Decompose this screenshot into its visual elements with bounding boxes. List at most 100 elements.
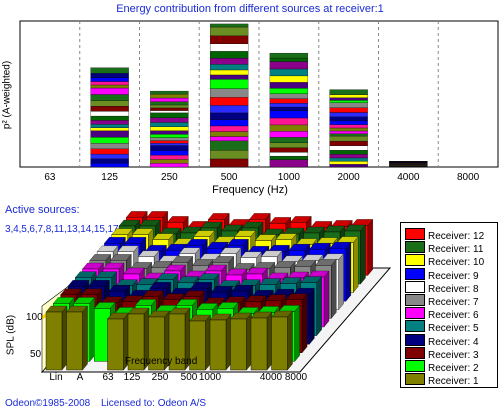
legend-swatch — [405, 254, 425, 267]
top-tick-63: 63 — [44, 172, 56, 183]
top-bar-segment — [269, 52, 309, 59]
legend-label: Receiver: 10 — [428, 257, 485, 269]
legend-item: Receiver: 7 — [405, 294, 479, 308]
top-bar-segment — [209, 23, 249, 28]
top-tick-500: 500 — [220, 172, 238, 183]
legend-item: Receiver: 2 — [405, 360, 479, 374]
top-bar-segment — [150, 90, 189, 95]
top-bar-segment — [329, 89, 368, 95]
spl-y-tick-50: 50 — [30, 349, 42, 360]
legend-label: Receiver: 8 — [428, 283, 479, 295]
legend-swatch — [405, 333, 425, 346]
legend-swatch — [405, 241, 425, 254]
spl-tick-63: 63 — [102, 372, 114, 383]
top-chart-x-axis-label: Frequency (Hz) — [212, 184, 288, 196]
spl-bar-side — [367, 218, 373, 276]
legend-item: Receiver: 11 — [405, 241, 484, 256]
legend-item: Receiver: 5 — [405, 320, 479, 335]
legend-item: Receiver: 1 — [405, 373, 479, 388]
spl-tick-1000: 1000 — [198, 372, 222, 383]
chart-title: Energy contribution from different sourc… — [116, 3, 384, 15]
top-tick-1000: 1000 — [277, 172, 300, 183]
legend-swatch — [405, 373, 425, 386]
spl-tick-a: A — [76, 372, 84, 383]
legend-swatch — [405, 307, 425, 320]
legend-swatch — [405, 320, 425, 333]
spl-3d-bars — [42, 210, 374, 373]
spl-bar-side — [266, 311, 273, 371]
legend-swatch — [405, 228, 425, 240]
spl-tick-lin: Lin — [49, 372, 63, 383]
spl-bar-side — [82, 305, 88, 371]
spl-tick-500: 500 — [180, 372, 198, 383]
spl-bar-side — [225, 313, 232, 371]
legend-label: Receiver: 4 — [428, 336, 479, 348]
spl-bar — [230, 318, 247, 371]
top-tick-8000: 8000 — [457, 172, 480, 183]
spl-bar — [66, 311, 83, 371]
spl-bar-side — [89, 296, 95, 362]
top-tick-2000: 2000 — [337, 172, 360, 183]
legend-item: Receiver: 9 — [405, 267, 479, 282]
spl-y-tick-100: 100 — [26, 312, 43, 323]
spl-bar — [209, 319, 227, 371]
spl-bar-side — [294, 304, 300, 362]
legend-label: Receiver: 2 — [428, 363, 479, 374]
spl-3d-x-axis-label: Frequency band — [125, 356, 198, 367]
spl-bar-side — [246, 312, 252, 371]
spl-bar — [189, 320, 206, 371]
spl-bar-side — [323, 270, 330, 328]
spl-bar-side — [301, 293, 308, 354]
spl-3d-y-axis-label: SPL (dB) — [5, 314, 17, 356]
top-bar-segment — [90, 67, 129, 74]
legend-item: Receiver: 10 — [405, 254, 485, 269]
spl-bar — [45, 311, 63, 371]
spl-tick-125: 125 — [123, 372, 141, 383]
legend-item: Receiver: 6 — [405, 307, 479, 322]
legend-swatch — [405, 280, 425, 293]
legend-swatch — [405, 346, 425, 359]
legend-label: Receiver: 5 — [428, 323, 479, 335]
spl-bar-side — [353, 236, 359, 294]
legend-item: Receiver: 3 — [405, 346, 479, 361]
spl-bar-side — [316, 276, 322, 337]
legend-label: Receiver: 7 — [428, 297, 479, 308]
top-chart-bars — [90, 23, 428, 168]
legend-swatch — [405, 360, 425, 372]
spl-bar-side — [331, 258, 337, 319]
license-text: Licensed to: Odeon A/S — [101, 398, 207, 409]
legend-item: Receiver: 12 — [405, 228, 485, 242]
legend-label: Receiver: 11 — [428, 244, 484, 256]
spl-bar — [271, 316, 288, 371]
spl-bar-side — [360, 224, 366, 285]
receiver-legend: Receiver: 12 Receiver: 11 Receiver: 10 Rece… — [400, 222, 498, 388]
legend-label: Receiver: 3 — [428, 349, 479, 361]
spl-bar-side — [345, 241, 352, 302]
spl-bar — [168, 313, 186, 371]
spl-tick-4000: 4000 — [259, 372, 283, 383]
top-tick-125: 125 — [101, 172, 118, 183]
spl-bar-side — [309, 287, 315, 345]
spl-bar-side — [61, 305, 68, 371]
spl-bar — [148, 316, 165, 371]
top-tick-250: 250 — [161, 172, 178, 183]
legend-label: Receiver: 9 — [428, 270, 479, 282]
legend-label: Receiver: 1 — [428, 376, 479, 388]
spl-bar — [107, 318, 124, 371]
legend-swatch — [405, 294, 425, 306]
legend-item: Receiver: 8 — [405, 280, 479, 295]
spl-bar-side — [205, 314, 211, 371]
active-sources-label: Active sources: — [5, 204, 80, 216]
spl-bar — [250, 317, 268, 371]
spl-bar — [127, 313, 145, 371]
spl-bar-side — [287, 310, 293, 371]
legend-label: Receiver: 12 — [428, 231, 485, 242]
legend-item: Receiver: 4 — [405, 333, 479, 348]
legend-label: Receiver: 6 — [428, 310, 479, 322]
top-chart-gridlines — [79, 21, 439, 167]
copyright-text: Odeon©1985-2008 — [5, 398, 91, 409]
spl-tick-8000: 8000 — [284, 372, 308, 383]
top-tick-4000: 4000 — [397, 172, 420, 183]
spl-bar-side — [338, 253, 344, 311]
